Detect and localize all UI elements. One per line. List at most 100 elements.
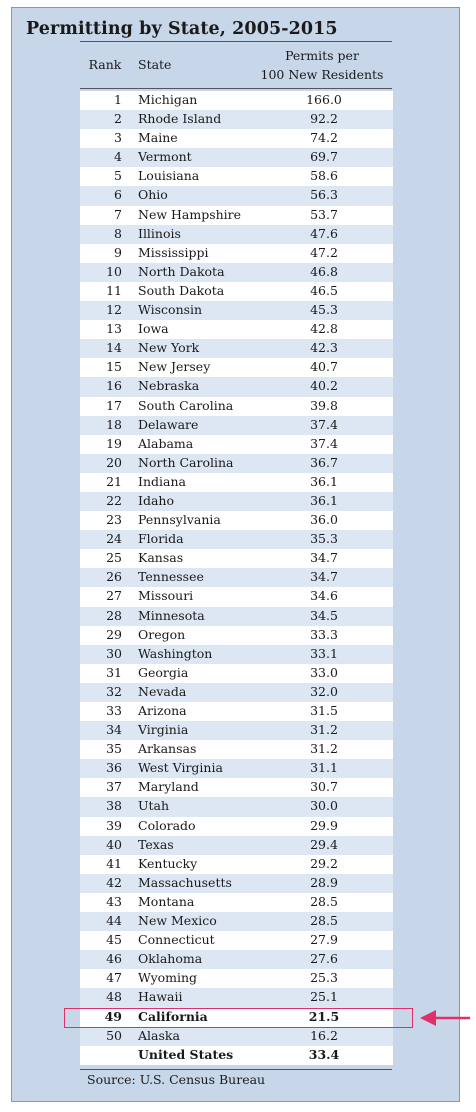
state-cell: New Mexico	[138, 913, 217, 929]
value-cell: 42.3	[310, 340, 338, 356]
value-cell: 31.5	[310, 703, 338, 718]
rank-cell: 31	[106, 664, 122, 680]
table-row: 48 Hawaii 25.1	[80, 988, 393, 1008]
state-cell: New York	[138, 340, 200, 356]
header-permits-line2: 100 New Residents	[260, 67, 384, 82]
state-cell: Kansas	[138, 550, 184, 566]
state-cell: Arizona	[138, 703, 187, 718]
state-cell: Pennsylvania	[138, 512, 221, 528]
value-cell: 56.3	[310, 187, 338, 203]
state-cell: Utah	[138, 798, 170, 814]
table-row: 13 Iowa 42.8	[80, 320, 393, 340]
state-cell: Vermont	[138, 149, 192, 165]
value-cell: 31.2	[310, 722, 338, 738]
value-cell: 36.1	[310, 473, 338, 489]
rank-cell: 29	[106, 626, 122, 642]
value-cell: 16.2	[310, 1027, 338, 1043]
table-row: 23 Pennsylvania 36.0	[80, 511, 393, 531]
state-cell: Colorado	[138, 817, 196, 833]
table-row: 2 Rhode Island 92.2	[80, 110, 393, 130]
value-cell: 39.8	[310, 397, 338, 413]
table-title: Permitting by State, 2005-2015	[26, 19, 338, 39]
table-row: 42 Massachusetts 28.9	[80, 873, 393, 893]
table-row: 31 Georgia 33.0	[80, 663, 393, 683]
rank-cell: 49	[104, 1008, 122, 1024]
rank-cell: 12	[106, 302, 122, 318]
table-row: 33 Arizona 31.5	[80, 702, 393, 722]
value-cell: 34.7	[310, 550, 338, 566]
state-cell: Montana	[138, 893, 195, 909]
rank-cell: 45	[106, 932, 122, 948]
title-rule	[80, 41, 392, 42]
state-cell: Louisiana	[138, 168, 200, 184]
state-cell: Arkansas	[138, 741, 197, 757]
rank-cell: 37	[106, 779, 122, 795]
value-cell: 28.5	[310, 913, 338, 929]
table-row: 15 New Jersey 40.7	[80, 358, 393, 378]
state-cell: Oklahoma	[138, 951, 203, 967]
value-cell: 40.2	[310, 378, 338, 394]
rank-cell: 43	[106, 893, 122, 909]
value-cell: 28.9	[310, 874, 338, 890]
table-body: 1 Michigan 166.0 2 Rhode Island 92.2 3 Maine 74.…	[80, 91, 393, 1065]
value-cell: 46.5	[310, 282, 338, 298]
rank-cell: 8	[114, 225, 122, 241]
value-cell: 29.4	[310, 836, 338, 852]
state-cell: North Carolina	[138, 454, 234, 470]
table-row: 27 Missouri 34.6	[80, 587, 393, 607]
state-cell: Hawaii	[138, 989, 183, 1005]
state-cell: Virginia	[138, 722, 189, 738]
table-row: 46 Oklahoma 27.6	[80, 950, 393, 970]
rank-cell: 44	[106, 913, 122, 929]
rank-cell: 32	[106, 683, 122, 699]
table-row: 4 Vermont 69.7	[80, 148, 393, 168]
highlight-arrow-icon	[420, 1010, 470, 1026]
value-cell: 36.1	[310, 492, 338, 508]
state-cell: Tennessee	[138, 569, 204, 585]
value-cell: 34.6	[310, 588, 338, 604]
value-cell: 69.7	[310, 149, 338, 165]
highlight-box	[64, 1008, 413, 1028]
rank-cell: 7	[114, 206, 122, 222]
table-row: 3 Maine 74.2	[80, 129, 393, 149]
state-cell: Texas	[138, 836, 174, 852]
rank-cell: 41	[106, 855, 122, 871]
table-row: 34 Virginia 31.2	[80, 721, 393, 741]
table-row: 29 Oregon 33.3	[80, 625, 393, 645]
table-row: 20 North Carolina 36.7	[80, 453, 393, 473]
state-cell: Kentucky	[138, 855, 198, 871]
value-cell: 74.2	[310, 130, 338, 146]
header-rank: Rank	[88, 57, 122, 72]
rank-cell: 20	[106, 454, 122, 470]
table-row: 5 Louisiana 58.6	[80, 167, 393, 187]
state-cell: South Dakota	[138, 282, 225, 298]
table-row: 26 Tennessee 34.7	[80, 568, 393, 588]
state-cell: Illinois	[138, 225, 181, 241]
value-cell: 42.8	[310, 321, 338, 337]
table-row: 41 Kentucky 29.2	[80, 854, 393, 874]
rank-cell: 3	[114, 130, 122, 146]
value-cell: 47.2	[310, 244, 338, 260]
rank-cell: 50	[106, 1027, 122, 1043]
rank-cell: 4	[114, 149, 122, 165]
state-cell: Oregon	[138, 626, 186, 642]
state-cell: Washington	[138, 645, 213, 661]
table-row: 28 Minnesota 34.5	[80, 606, 393, 626]
rank-cell: 5	[114, 168, 122, 184]
value-cell: 47.6	[310, 225, 338, 241]
rank-cell: 28	[106, 607, 122, 623]
value-cell: 53.7	[310, 206, 338, 222]
rank-cell: 15	[106, 359, 122, 375]
state-cell: Nevada	[138, 683, 187, 699]
table-row: 18 Delaware 37.4	[80, 415, 393, 435]
value-cell: 36.7	[310, 454, 338, 470]
table-row: 35 Arkansas 31.2	[80, 740, 393, 760]
value-cell: 33.4	[308, 1046, 340, 1062]
rank-cell: 48	[106, 989, 122, 1005]
state-cell: West Virginia	[138, 760, 223, 776]
table-row: 21 Indiana 36.1	[80, 472, 393, 492]
value-cell: 31.2	[310, 741, 338, 757]
value-cell: 37.4	[310, 416, 338, 432]
table-row: 9 Mississippi 47.2	[80, 243, 393, 263]
state-cell: Idaho	[138, 492, 174, 508]
